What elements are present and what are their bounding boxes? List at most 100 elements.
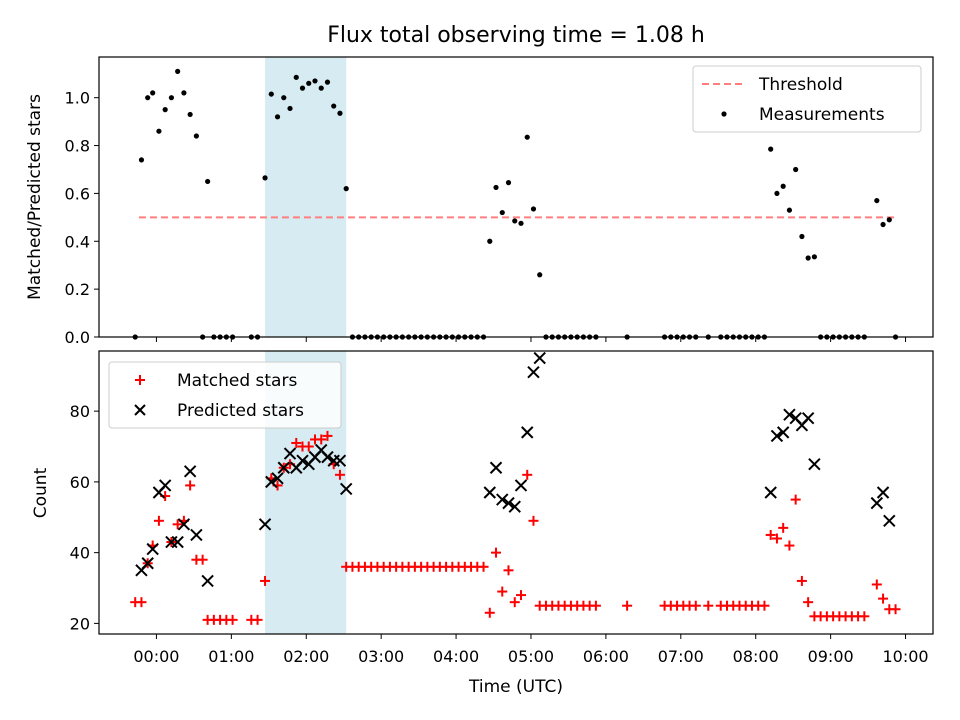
legend-predicted-swatch (134, 404, 146, 416)
matched-point (185, 480, 196, 491)
top-y-label: Matched/Predicted stars (25, 94, 45, 300)
matched-point (771, 533, 782, 544)
bottom-x-tick-label: 05:00 (508, 647, 554, 666)
top-y-tick-label: 0.4 (65, 232, 90, 251)
measurement-point (293, 74, 299, 80)
measurement-point (150, 90, 156, 96)
top-shaded-span (265, 57, 347, 337)
matched-point (260, 575, 271, 586)
measurement-point (786, 207, 793, 213)
measurement-point (524, 134, 530, 140)
predicted-point (201, 574, 214, 588)
measurement-point (874, 197, 880, 204)
measurement-point (530, 206, 537, 212)
matched-point (759, 600, 770, 611)
measurement-point (138, 157, 145, 163)
top-y-tick-label: 0.6 (65, 184, 90, 203)
bottom-axes-frame (98, 350, 934, 635)
bottom-x-tick-label: 03:00 (358, 647, 404, 666)
matched-point (484, 607, 495, 618)
measurement-point (274, 114, 281, 120)
predicted-point (514, 479, 528, 492)
measurement-point (518, 220, 524, 226)
bottom-x-tick-label: 04:00 (433, 647, 479, 666)
measurement-point (262, 175, 268, 181)
matched-point (509, 597, 520, 608)
measurement-point (811, 254, 817, 260)
figure-title: Flux total observing time = 1.08 h (327, 23, 705, 48)
matched-point (784, 540, 795, 551)
bottom-y-ticks: 20 40 60 80 (70, 402, 99, 633)
measurement-point (774, 190, 780, 197)
measurement-point (793, 166, 799, 173)
predicted-point (776, 426, 790, 439)
measurement-point (281, 95, 287, 101)
bottom-x-tick-label: 01:00 (208, 647, 254, 666)
matched-point (590, 600, 601, 611)
measurement-point (337, 110, 343, 116)
measurement-point (306, 80, 312, 86)
measurement-point (193, 133, 199, 139)
predicted-point (277, 461, 290, 474)
matched-point (796, 575, 807, 586)
predicted-point (521, 426, 534, 439)
bottom-x-tick-label: 09:00 (808, 647, 854, 666)
matched-point (778, 522, 789, 533)
predicted-point (183, 465, 197, 478)
measurement-point (768, 146, 774, 152)
predicted-point (801, 412, 815, 425)
measurement-point (780, 183, 786, 189)
matched-point (316, 434, 327, 445)
matched-point (303, 441, 314, 452)
predicted-point (764, 486, 777, 499)
measurement-point (287, 105, 293, 112)
measurement-point (805, 255, 811, 261)
matched-point (703, 600, 714, 611)
measurement-point (312, 78, 318, 84)
predicted-point (533, 351, 546, 365)
measurement-point (175, 68, 181, 74)
measurement-point (799, 233, 805, 240)
predicted-point (190, 528, 203, 542)
matched-point (136, 597, 147, 608)
matched-point (172, 519, 183, 530)
legend-measurements-label: Measurements (759, 105, 885, 125)
measurement-point (145, 95, 151, 101)
predicted-point (502, 496, 515, 510)
matched-point (322, 430, 333, 441)
measurement-point (205, 178, 211, 185)
predicted-point (508, 500, 521, 513)
bottom-y-tick-label: 20 (70, 614, 90, 633)
bottom-x-tick-label: 07:00 (658, 647, 704, 666)
measurement-point (162, 107, 168, 113)
predicted-point (876, 486, 890, 499)
top-legend: Threshold Measurements (692, 65, 922, 133)
bottom-legend-box (108, 361, 342, 429)
predicted-point (489, 461, 503, 474)
bottom-y-tick-label: 80 (70, 402, 90, 421)
top-panel: 0.0 0.2 0.4 0.6 0.8 1.0 Matched/Predicted sta… (25, 56, 934, 347)
predicted-point (870, 496, 884, 510)
top-y-tick-label: 1.0 (65, 89, 90, 108)
predicted-point (496, 493, 509, 506)
legend-predicted-label: Predicted stars (177, 401, 304, 421)
matched-point (790, 494, 801, 505)
bottom-y-tick-label: 40 (70, 544, 90, 563)
legend-measurements-swatch (721, 111, 727, 117)
matched-point (334, 469, 345, 480)
bottom-x-tick-label: 02:00 (283, 647, 329, 666)
matched-point (497, 586, 508, 597)
predicted-point (483, 486, 496, 499)
predicted-point (296, 454, 309, 467)
matched-point (878, 593, 889, 604)
predicted-point (339, 482, 353, 496)
predicted-point (770, 429, 784, 443)
matched-point (765, 529, 776, 540)
matched-point (522, 469, 533, 480)
measurement-point (886, 217, 892, 223)
predicted-point (258, 518, 272, 531)
predicted-point (527, 366, 540, 379)
measurement-point (512, 218, 518, 224)
predicted-point (333, 454, 347, 467)
